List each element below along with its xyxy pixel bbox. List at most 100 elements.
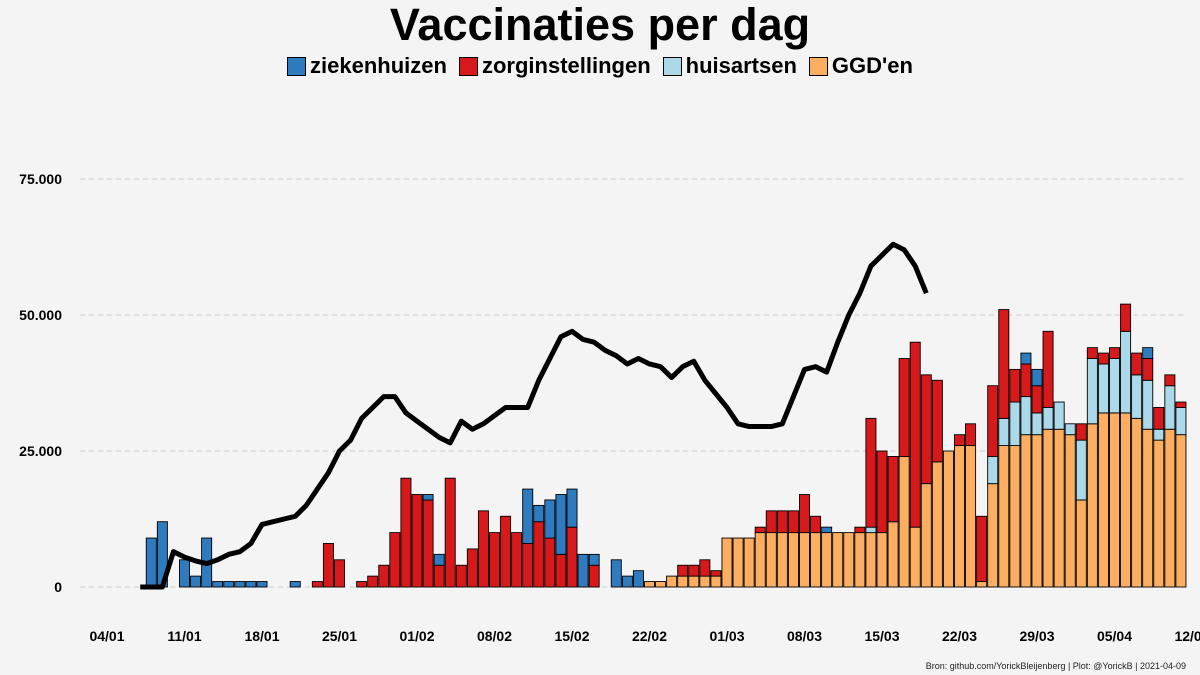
bar-huisartsen bbox=[1075, 439, 1087, 501]
bar-zorginstellingen bbox=[367, 575, 379, 588]
bar-zorginstellingen bbox=[544, 537, 556, 588]
bar-zorginstellingen bbox=[699, 559, 711, 577]
bar-zorginstellingen bbox=[1075, 423, 1087, 441]
bar-huisartsen bbox=[1042, 407, 1054, 430]
bar-zorginstellingen bbox=[909, 341, 921, 528]
bar-zorginstellingen bbox=[400, 477, 412, 588]
bar-ggden bbox=[898, 455, 910, 588]
bar-ggden bbox=[743, 537, 755, 588]
bar-ziekenhuizen bbox=[245, 581, 257, 588]
x-tick-label: 08/03 bbox=[787, 628, 822, 644]
legend-swatch-ggd bbox=[808, 56, 828, 76]
bar-ggden bbox=[721, 537, 733, 588]
bar-zorginstellingen bbox=[422, 499, 434, 588]
bar-huisartsen bbox=[1175, 407, 1187, 436]
bar-zorginstellingen bbox=[466, 548, 478, 588]
bar-zorginstellingen bbox=[854, 526, 866, 534]
bar-ziekenhuizen bbox=[632, 570, 644, 588]
bar-ggden bbox=[732, 537, 744, 588]
bar-ziekenhuizen bbox=[1020, 352, 1032, 365]
bar-zorginstellingen bbox=[522, 543, 534, 588]
bar-zorginstellingen bbox=[1042, 330, 1054, 408]
bar-zorginstellingen bbox=[799, 494, 810, 534]
bar-ziekenhuizen bbox=[533, 504, 545, 523]
bar-ggden bbox=[843, 532, 855, 588]
x-tick-label: 04/01 bbox=[89, 628, 124, 644]
bar-ggden bbox=[887, 521, 899, 588]
bar-ziekenhuizen bbox=[289, 581, 301, 588]
x-tick-label: 25/01 bbox=[322, 628, 357, 644]
bar-ggden bbox=[854, 532, 866, 588]
bar-zorginstellingen bbox=[566, 526, 578, 588]
bar-zorginstellingen bbox=[688, 564, 700, 577]
bar-zorginstellingen bbox=[1175, 401, 1187, 408]
x-tick-label: 22/02 bbox=[632, 628, 667, 644]
bar-ggden bbox=[1164, 428, 1176, 588]
bar-ziekenhuizen bbox=[422, 494, 434, 501]
bar-zorginstellingen bbox=[1020, 363, 1032, 398]
y-tick-label: 50.000 bbox=[19, 307, 62, 323]
bar-ziekenhuizen bbox=[256, 581, 268, 588]
bar-zorginstellingen bbox=[411, 494, 423, 588]
bar-huisartsen bbox=[1009, 401, 1021, 447]
bar-huisartsen bbox=[1020, 396, 1032, 436]
bar-huisartsen bbox=[1109, 358, 1120, 414]
bar-zorginstellingen bbox=[931, 379, 943, 463]
bar-ggden bbox=[1086, 423, 1098, 588]
bar-zorginstellingen bbox=[1086, 347, 1098, 359]
legend-label-ggd: GGD'en bbox=[831, 53, 913, 78]
bar-zorginstellingen bbox=[1164, 374, 1176, 387]
bar-ziekenhuizen bbox=[145, 537, 157, 588]
bar-ziekenhuizen bbox=[179, 559, 190, 588]
bar-zorginstellingen bbox=[876, 450, 888, 534]
x-tick-label: 15/02 bbox=[554, 628, 589, 644]
x-tick-label: 12/04 bbox=[1174, 628, 1200, 644]
bar-zorginstellingen bbox=[311, 581, 323, 588]
x-tick-label: 01/02 bbox=[399, 628, 434, 644]
bar-ggden bbox=[1053, 428, 1065, 588]
bar-zorginstellingen bbox=[588, 564, 600, 588]
bar-zorginstellingen bbox=[765, 510, 777, 534]
bar-huisartsen bbox=[1064, 423, 1076, 436]
bar-ggden bbox=[1075, 499, 1087, 588]
bar-ggden bbox=[666, 575, 678, 588]
bar-ggden bbox=[810, 532, 822, 588]
bar-huisartsen bbox=[1142, 379, 1154, 430]
bar-huisartsen bbox=[865, 526, 877, 534]
bar-ziekenhuizen bbox=[1142, 347, 1154, 359]
legend-item-huisartsen: huisartsen bbox=[662, 53, 797, 79]
y-tick-label: 75.000 bbox=[19, 171, 62, 187]
bar-ggden bbox=[677, 575, 689, 588]
bar-ziekenhuizen bbox=[544, 499, 556, 539]
bar-ggden bbox=[954, 445, 965, 588]
bar-ggden bbox=[1020, 434, 1032, 588]
bar-ggden bbox=[1153, 439, 1165, 588]
bar-zorginstellingen bbox=[489, 532, 500, 588]
bar-ggden bbox=[998, 445, 1010, 588]
bar-zorginstellingen bbox=[1131, 352, 1143, 376]
bar-ggden bbox=[644, 581, 655, 588]
bar-zorginstellingen bbox=[511, 532, 523, 588]
bar-zorginstellingen bbox=[455, 564, 467, 588]
bar-zorginstellingen bbox=[810, 515, 822, 534]
bar-zorginstellingen bbox=[865, 417, 877, 528]
bar-ggden bbox=[655, 581, 667, 588]
legend-label-zorginstellingen: zorginstellingen bbox=[481, 53, 651, 78]
bar-ziekenhuizen bbox=[234, 581, 246, 588]
x-tick-label: 11/01 bbox=[167, 628, 201, 644]
legend-label-ziekenhuizen: ziekenhuizen bbox=[310, 53, 447, 78]
bar-ggden bbox=[976, 581, 988, 588]
bar-ziekenhuizen bbox=[522, 488, 534, 544]
bar-ziekenhuizen bbox=[1031, 368, 1043, 387]
bar-ggden bbox=[909, 526, 921, 588]
bar-huisartsen bbox=[1164, 385, 1176, 430]
bar-ggden bbox=[754, 532, 766, 588]
bar-zorginstellingen bbox=[887, 455, 899, 523]
bar-ggden bbox=[699, 575, 711, 588]
legend-label-huisartsen: huisartsen bbox=[685, 53, 797, 78]
bar-ggden bbox=[987, 483, 999, 588]
bar-ggden bbox=[1142, 428, 1154, 588]
bar-zorginstellingen bbox=[976, 515, 988, 583]
bar-ggden bbox=[1175, 434, 1187, 588]
